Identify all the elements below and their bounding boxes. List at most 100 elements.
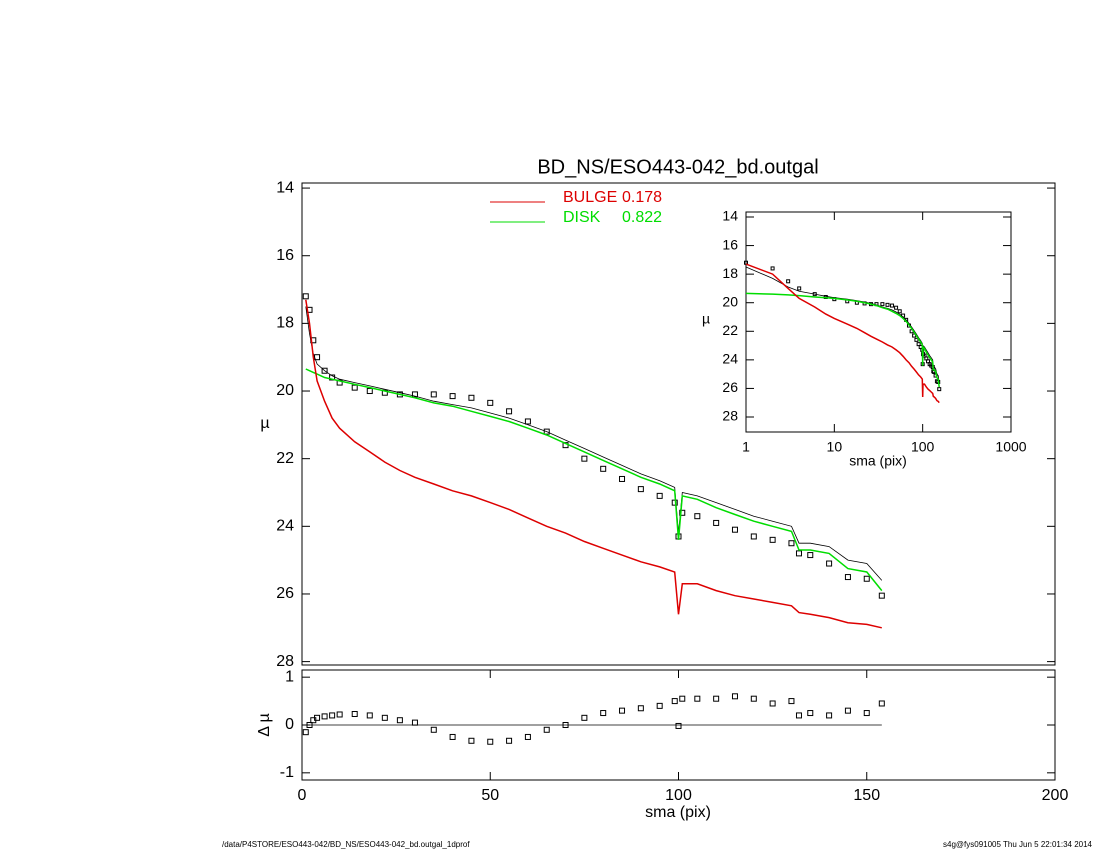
data-point (449, 393, 456, 400)
residual-point (637, 705, 644, 712)
data-point (679, 509, 686, 516)
data-point (914, 337, 919, 342)
residual-point (878, 700, 885, 707)
residual-point (430, 726, 437, 733)
data-point (619, 475, 626, 482)
data-point (863, 575, 870, 582)
profile-line (745, 292, 940, 388)
y-tick-label: 28 (276, 653, 294, 670)
data-point (366, 388, 373, 395)
residual-point (543, 726, 550, 733)
residual-point (302, 729, 309, 736)
residual-point (487, 738, 494, 745)
y-axis-label: µ (260, 415, 269, 432)
residual-point (468, 737, 475, 744)
y-tick-label: 18 (276, 315, 294, 332)
residual-point (863, 710, 870, 717)
profile-line (305, 306, 883, 581)
data-point (878, 592, 885, 599)
data-point (351, 384, 358, 391)
profile-line (745, 263, 940, 404)
data-point (329, 374, 336, 381)
y-tick-label: -1 (280, 764, 294, 781)
data-point (797, 286, 802, 291)
data-point (890, 303, 895, 308)
residual-point (524, 733, 531, 740)
y-tick-label: 26 (722, 379, 738, 395)
residual-point (713, 695, 720, 702)
y-tick-label: 26 (276, 585, 294, 602)
residual-point (807, 710, 814, 717)
data-point (916, 342, 921, 347)
residual-point (826, 712, 833, 719)
y-tick-label: 1 (285, 668, 294, 685)
x-tick-label: 0 (298, 787, 307, 804)
data-point (411, 391, 418, 398)
y-tick-label: 24 (276, 518, 294, 535)
residual-point (449, 733, 456, 740)
data-point (468, 394, 475, 401)
data-point (807, 552, 814, 559)
y-tick-label: 20 (276, 382, 294, 399)
data-point (302, 293, 309, 300)
data-point (844, 574, 851, 581)
y-tick-label: 16 (276, 247, 294, 264)
residual-point (844, 707, 851, 714)
residual-y-label: Δ µ (256, 713, 273, 736)
residual-point (795, 712, 802, 719)
data-point (885, 302, 890, 307)
data-point (430, 391, 437, 398)
data-point (770, 266, 775, 271)
residual-point (694, 695, 701, 702)
residual-point (679, 695, 686, 702)
x-tick-label: 100 (665, 787, 692, 804)
data-point (581, 455, 588, 462)
residual-point (381, 714, 388, 721)
data-point (795, 550, 802, 557)
legend-label: BULGE (563, 189, 617, 206)
data-point (656, 492, 663, 499)
residual-point (396, 717, 403, 724)
data-point (506, 408, 513, 415)
x-tick-label: 150 (853, 787, 880, 804)
x-axis-label: sma (pix) (645, 804, 711, 821)
legend-label: DISK (563, 209, 601, 226)
residual-point (675, 722, 682, 729)
y-tick-label: 14 (276, 179, 294, 196)
main-frame (301, 182, 1056, 666)
residual-point (366, 712, 373, 719)
residual-point (581, 714, 588, 721)
data-point (381, 389, 388, 396)
data-point (786, 279, 791, 284)
data-point (731, 526, 738, 533)
residual-point (731, 693, 738, 700)
x-tick-label: 50 (481, 787, 499, 804)
data-point (750, 533, 757, 540)
residual-point (411, 719, 418, 726)
chart-title: BD_NS/ESO443-042_bd.outgal (537, 156, 818, 178)
data-point (937, 387, 942, 392)
inset-y-label: µ (702, 311, 710, 327)
residual-point (769, 700, 776, 707)
data-point (336, 379, 343, 386)
inset-x-label: sma (pix) (849, 453, 907, 469)
residual-point (600, 710, 607, 717)
y-tick-label: 20 (722, 293, 738, 309)
residual-point (619, 707, 626, 714)
profile-line (305, 299, 882, 629)
data-point (880, 302, 885, 307)
legend-fraction: 0.822 (622, 209, 662, 226)
data-point (788, 540, 795, 547)
residual-point (750, 695, 757, 702)
residual-point (351, 711, 358, 717)
residual-point (321, 713, 328, 720)
y-tick-label: 16 (722, 236, 738, 252)
y-tick-label: 22 (722, 322, 738, 338)
data-point (600, 465, 607, 472)
data-point (487, 399, 494, 406)
y-tick-label: 22 (276, 450, 294, 467)
x-tick-label: 200 (1042, 787, 1069, 804)
data-point (769, 536, 776, 543)
data-point (524, 418, 531, 425)
